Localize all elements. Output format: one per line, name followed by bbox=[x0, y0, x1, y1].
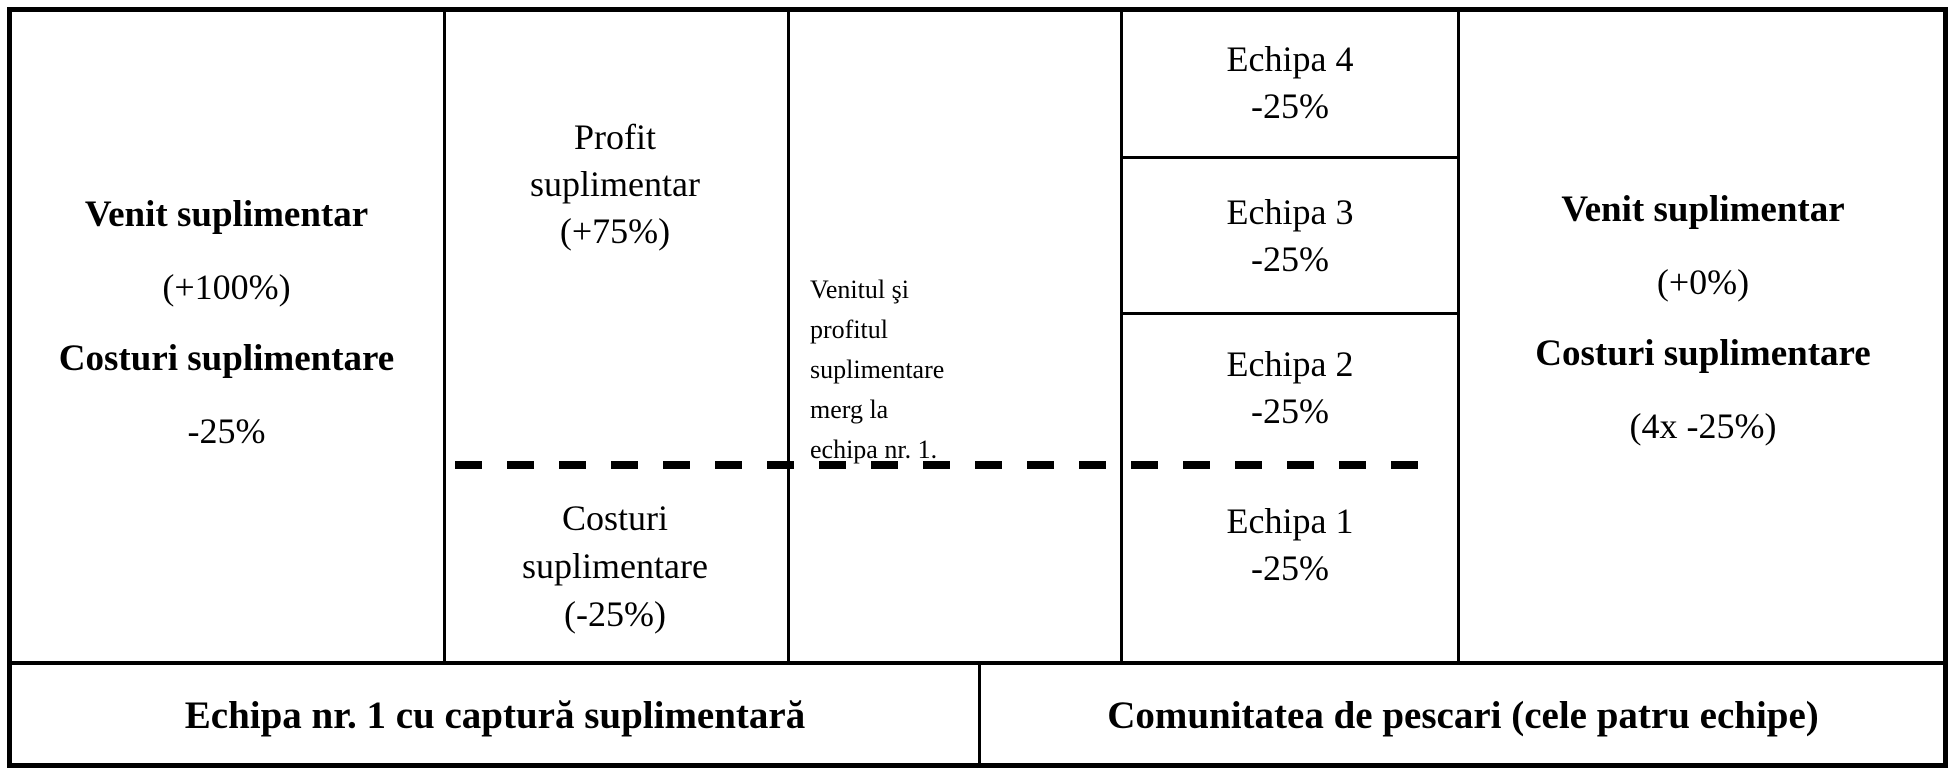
community-costs-value: (4x -25%) bbox=[1629, 406, 1777, 446]
footer-community-label: Comunitatea de pescari (cele patru echip… bbox=[1107, 694, 1819, 737]
team3-value: -25% bbox=[1251, 238, 1329, 279]
team4-value: -25% bbox=[1251, 85, 1329, 126]
team-box-4: Echipa 4 -25% bbox=[1123, 9, 1457, 156]
team1-name: Echipa 1 bbox=[1226, 501, 1354, 541]
divider-col4-col5 bbox=[1457, 9, 1460, 663]
community-costs-label: Costuri suplimentare bbox=[1535, 333, 1871, 374]
team1-costs-label: Costuri suplimentare bbox=[58, 338, 395, 379]
table-outer-border bbox=[7, 7, 1948, 768]
divider-col1-col2 bbox=[443, 9, 446, 663]
note-text: Venitul şi profitul suplimentare merg la… bbox=[810, 275, 945, 464]
footer-team1-label: Echipa nr. 1 cu captură suplimentară bbox=[184, 694, 806, 737]
divider-team3-team2 bbox=[1120, 312, 1460, 315]
divider-main-footer bbox=[7, 661, 1948, 665]
team-box-1: Echipa 1 -25% bbox=[1123, 469, 1457, 661]
team1-value: -25% bbox=[1251, 548, 1329, 588]
divider-team4-team3 bbox=[1120, 156, 1460, 159]
team3-name: Echipa 3 bbox=[1226, 191, 1354, 232]
team1-income-value: (+100%) bbox=[162, 267, 291, 307]
community-income-label: Venit suplimentar bbox=[1561, 189, 1845, 230]
costuri-suplimentare-cell: Costuri suplimentare (-25%) bbox=[522, 498, 708, 634]
dashed-separator-line bbox=[455, 461, 1443, 469]
divider-col3-col4 bbox=[1120, 9, 1123, 663]
divider-col2-col3 bbox=[787, 9, 790, 663]
profit-suplimentar-cell: Profit suplimentar (+75%) bbox=[530, 117, 700, 251]
team4-name: Echipa 4 bbox=[1226, 38, 1354, 79]
divider-footer-cells bbox=[978, 663, 981, 766]
team-box-3: Echipa 3 -25% bbox=[1123, 159, 1457, 312]
community-income-value: (+0%) bbox=[1656, 262, 1750, 302]
team1-income-label: Venit suplimentar bbox=[84, 194, 369, 235]
team-box-2: Echipa 2 -25% bbox=[1123, 315, 1457, 461]
community-result-panel: Venit suplimentar (+0%) Costuri suplimen… bbox=[1460, 188, 1946, 448]
team2-value: -25% bbox=[1251, 391, 1329, 431]
team2-name: Echipa 2 bbox=[1226, 344, 1354, 384]
team1-costs-value: -25% bbox=[187, 411, 266, 451]
team1-result-panel: Venit suplimentar (+100%) Costuri suplim… bbox=[12, 193, 441, 453]
